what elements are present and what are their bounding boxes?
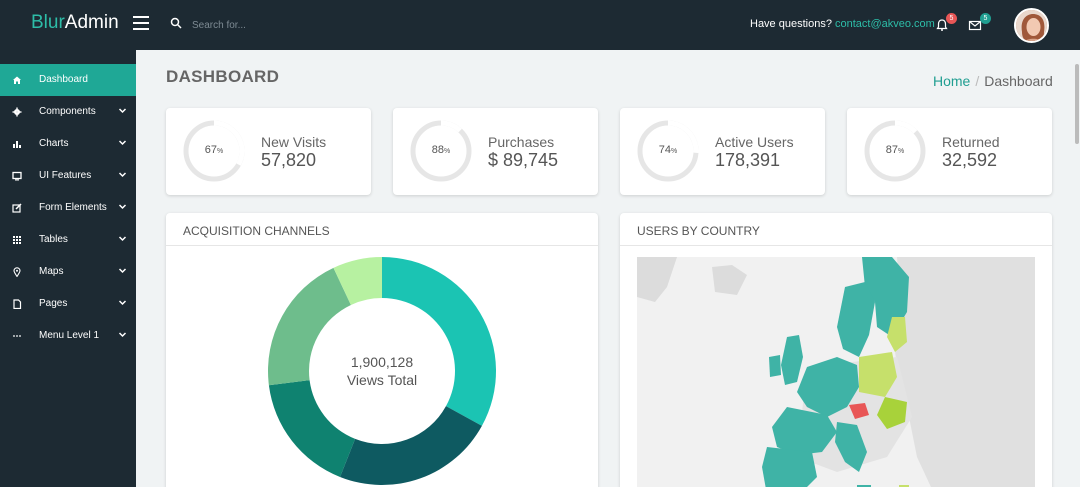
search-icon bbox=[170, 17, 182, 29]
stat-label: Returned bbox=[942, 134, 1000, 150]
chevron-down-icon bbox=[118, 108, 127, 114]
donut-total-value: 1,900,128 bbox=[350, 354, 414, 370]
mail-icon[interactable] bbox=[968, 18, 982, 32]
sidebar-item-label: Maps bbox=[39, 266, 64, 277]
sidebar-item-label: Charts bbox=[39, 138, 69, 149]
stat-card-purchases: 88% Purchases $ 89,745 bbox=[393, 108, 598, 195]
sidebar-item-menu-level-1[interactable]: Menu Level 1 bbox=[0, 320, 136, 352]
stat-card-new-visits: 67% New Visits 57,820 bbox=[166, 108, 371, 195]
sidebar-item-form-elements[interactable]: Form Elements bbox=[0, 192, 136, 224]
ellipsis-icon bbox=[13, 335, 21, 337]
user-avatar[interactable] bbox=[1014, 8, 1049, 43]
messages-badge: 5 bbox=[980, 13, 991, 24]
progress-ring bbox=[410, 120, 472, 182]
file-icon bbox=[13, 299, 22, 309]
sidebar-item-label: Form Elements bbox=[39, 202, 107, 213]
help-text: Have questions? contact@akveo.com bbox=[750, 18, 935, 30]
progress-ring bbox=[637, 120, 699, 182]
logo-blur: Blur bbox=[31, 12, 65, 33]
sidebar-item-maps[interactable]: Maps bbox=[0, 256, 136, 288]
gear-icon bbox=[12, 107, 22, 117]
contact-email-link[interactable]: contact@akveo.com bbox=[835, 18, 935, 30]
breadcrumb: Home / Dashboard bbox=[933, 73, 1053, 89]
scrollbar[interactable] bbox=[1075, 64, 1079, 144]
sidebar-item-charts[interactable]: Charts bbox=[0, 128, 136, 160]
bell-icon[interactable] bbox=[935, 18, 949, 32]
sidebar-item-label: Pages bbox=[39, 298, 68, 309]
page-title: DASHBOARD bbox=[166, 67, 280, 86]
stat-value: 57,820 bbox=[261, 150, 317, 170]
acquisition-channels-panel: ACQUISITION CHANNELS 1,900,128 Views Tot… bbox=[166, 213, 598, 487]
sidebar-item-tables[interactable]: Tables bbox=[0, 224, 136, 256]
stat-percent: 67% bbox=[204, 144, 224, 156]
panel-header: ACQUISITION CHANNELS bbox=[166, 213, 598, 246]
stat-card-active-users: 74% Active Users 178,391 bbox=[620, 108, 825, 195]
sidebar-item-label: Menu Level 1 bbox=[39, 330, 100, 341]
home-icon bbox=[13, 76, 21, 84]
chevron-down-icon bbox=[118, 140, 127, 146]
sidebar-item-label: Tables bbox=[39, 234, 68, 245]
sidebar-item-pages[interactable]: Pages bbox=[0, 288, 136, 320]
grid-icon bbox=[13, 236, 21, 244]
users-by-country-panel: USERS BY COUNTRY bbox=[620, 213, 1052, 487]
menu-toggle-icon[interactable] bbox=[133, 16, 149, 30]
panel-header: USERS BY COUNTRY bbox=[620, 213, 1052, 246]
breadcrumb-current: Dashboard bbox=[984, 73, 1053, 89]
panel-title: USERS BY COUNTRY bbox=[637, 224, 760, 238]
chevron-down-icon bbox=[118, 300, 127, 306]
stat-percent: 74% bbox=[658, 144, 678, 156]
donut-slice-2[interactable] bbox=[340, 406, 482, 485]
chevron-down-icon bbox=[118, 268, 127, 274]
monitor-icon bbox=[12, 171, 22, 181]
sidebar-item-components[interactable]: Components bbox=[0, 96, 136, 128]
notifications-badge: 5 bbox=[946, 13, 957, 24]
sidebar-item-label: Dashboard bbox=[39, 74, 88, 85]
logo-admin: Admin bbox=[64, 12, 119, 33]
chevron-down-icon bbox=[118, 236, 127, 242]
sidebar-item-label: Components bbox=[39, 106, 96, 117]
stat-percent: 87% bbox=[885, 144, 905, 156]
top-navbar: BlurAdmin Have questions? contact@akveo.… bbox=[0, 0, 1080, 50]
stat-label: Purchases bbox=[488, 134, 555, 150]
progress-ring bbox=[183, 120, 245, 182]
panel-title: ACQUISITION CHANNELS bbox=[183, 224, 330, 238]
donut-total-label: Views Total bbox=[346, 372, 418, 388]
chevron-down-icon bbox=[118, 332, 127, 338]
breadcrumb-separator: / bbox=[975, 73, 980, 89]
stat-label: New Visits bbox=[261, 134, 327, 150]
chevron-down-icon bbox=[118, 172, 127, 178]
bar-chart-icon bbox=[13, 141, 21, 148]
sidebar-item-label: UI Features bbox=[39, 170, 92, 181]
donut-slice-1[interactable] bbox=[382, 257, 496, 426]
progress-ring bbox=[864, 120, 926, 182]
chevron-down-icon bbox=[118, 204, 127, 210]
acquisition-donut-chart bbox=[268, 257, 496, 485]
sidebar-item-ui-features[interactable]: UI Features bbox=[0, 160, 136, 192]
donut-slice-5[interactable] bbox=[333, 257, 382, 305]
donut-slice-3[interactable] bbox=[268, 380, 356, 477]
stat-label: Active Users bbox=[715, 134, 794, 150]
stat-value: 178,391 bbox=[715, 150, 781, 170]
sidebar: Dashboard Components Charts UI Features … bbox=[0, 50, 136, 487]
stat-value: 32,592 bbox=[942, 150, 998, 170]
stat-value: $ 89,745 bbox=[488, 150, 559, 170]
donut-slice-4[interactable] bbox=[268, 267, 351, 386]
breadcrumb-home-link[interactable]: Home bbox=[933, 73, 971, 89]
stat-percent: 88% bbox=[431, 144, 451, 156]
europe-map[interactable] bbox=[637, 257, 1035, 487]
sidebar-item-dashboard[interactable]: Dashboard bbox=[0, 64, 136, 96]
app-logo[interactable]: BlurAdmin bbox=[31, 12, 119, 34]
map-pin-icon bbox=[13, 267, 21, 277]
search-input[interactable] bbox=[192, 15, 392, 35]
questions-label: Have questions? bbox=[750, 18, 832, 30]
stat-card-returned: 87% Returned 32,592 bbox=[847, 108, 1052, 195]
edit-icon bbox=[12, 203, 22, 213]
